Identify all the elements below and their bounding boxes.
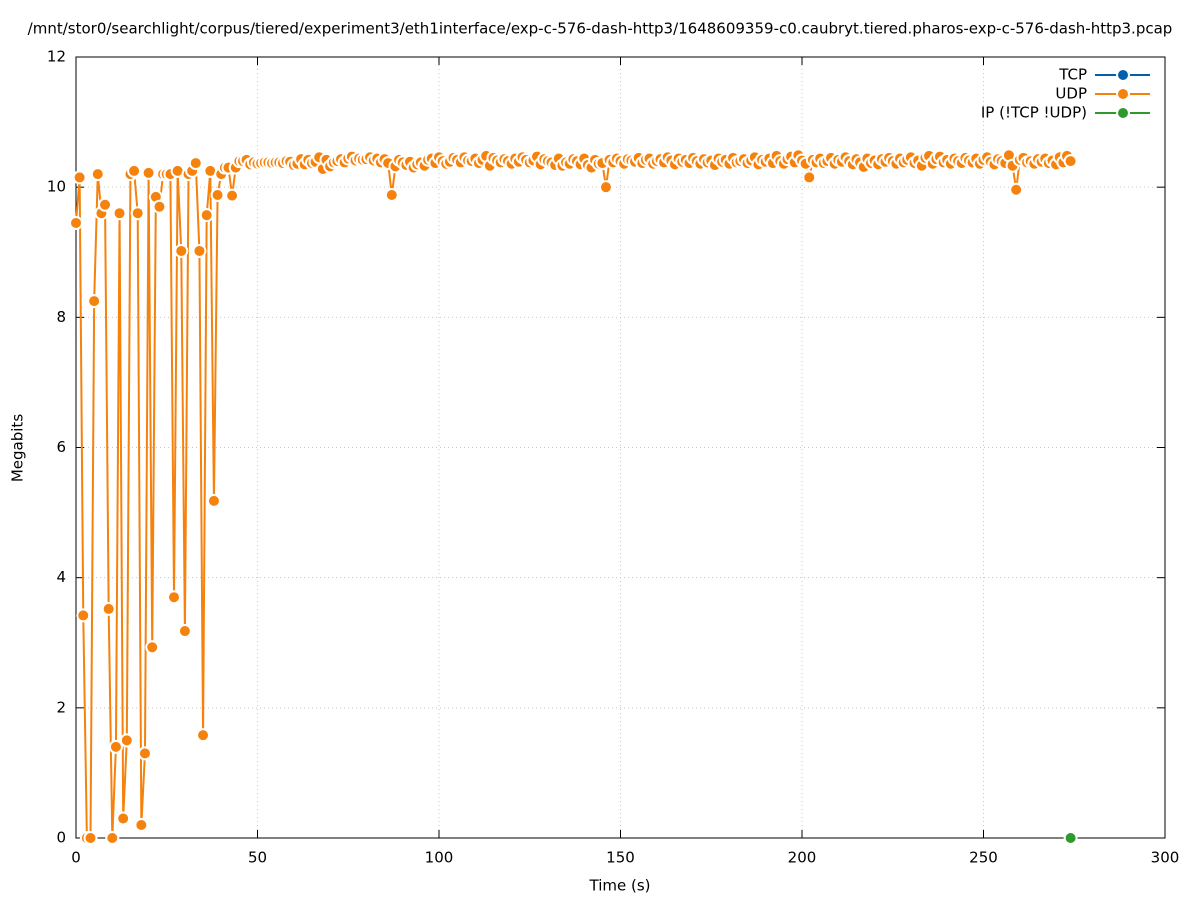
data-point bbox=[101, 601, 116, 616]
data-point bbox=[141, 165, 156, 180]
x-tick-label: 50 bbox=[248, 849, 267, 867]
y-tick-label: 10 bbox=[47, 178, 66, 196]
legend-marker bbox=[1116, 87, 1130, 101]
data-point bbox=[210, 187, 225, 202]
data-point bbox=[72, 170, 87, 185]
x-tick-label: 100 bbox=[425, 849, 454, 867]
data-point bbox=[108, 739, 123, 754]
data-point bbox=[1009, 182, 1024, 197]
data-point bbox=[127, 163, 142, 178]
data-point bbox=[134, 817, 149, 832]
x-tick-label: 200 bbox=[788, 849, 817, 867]
data-point bbox=[206, 493, 221, 508]
data-point bbox=[1063, 154, 1078, 169]
x-tick-label: 300 bbox=[1151, 849, 1180, 867]
y-tick-label: 0 bbox=[56, 829, 66, 847]
data-point bbox=[598, 180, 613, 195]
legend-marker bbox=[1116, 68, 1130, 82]
data-point bbox=[112, 206, 127, 221]
data-point bbox=[87, 294, 102, 309]
data-point bbox=[145, 640, 160, 655]
y-tick-label: 8 bbox=[56, 308, 66, 326]
legend-label: IP (!TCP !UDP) bbox=[981, 104, 1087, 122]
legend-label: TCP bbox=[1058, 66, 1087, 84]
y-axis-label: Megabits bbox=[9, 414, 27, 482]
y-tick-label: 4 bbox=[56, 568, 66, 586]
data-point bbox=[130, 206, 145, 221]
data-point bbox=[199, 208, 214, 223]
data-point bbox=[90, 167, 105, 182]
data-point bbox=[116, 811, 131, 826]
data-point bbox=[137, 746, 152, 761]
y-tick-label: 12 bbox=[47, 48, 66, 66]
x-tick-label: 0 bbox=[71, 849, 81, 867]
x-tick-label: 250 bbox=[969, 849, 998, 867]
data-point bbox=[196, 728, 211, 743]
series-line bbox=[75, 152, 1072, 839]
data-point bbox=[167, 590, 182, 605]
data-point bbox=[177, 624, 192, 639]
data-point bbox=[1063, 831, 1078, 845]
data-point bbox=[225, 188, 240, 203]
data-point bbox=[174, 243, 189, 258]
y-tick-label: 6 bbox=[56, 438, 66, 456]
chart-title: /mnt/stor0/searchlight/corpus/tiered/exp… bbox=[28, 20, 1173, 38]
x-tick-label: 150 bbox=[606, 849, 635, 867]
grid bbox=[76, 57, 1165, 838]
data-point bbox=[802, 170, 817, 185]
data-point bbox=[76, 608, 91, 623]
data-point bbox=[152, 199, 167, 214]
data-point bbox=[384, 187, 399, 202]
data-point bbox=[83, 831, 98, 845]
legend-marker bbox=[1116, 106, 1130, 120]
data-point bbox=[119, 733, 134, 748]
legend-label: UDP bbox=[1055, 85, 1087, 103]
data-point bbox=[192, 243, 207, 258]
data-point bbox=[105, 831, 120, 845]
data-point bbox=[69, 215, 83, 230]
x-axis-label: Time (s) bbox=[589, 877, 651, 895]
data-point bbox=[188, 156, 203, 171]
data-point bbox=[98, 197, 113, 212]
y-tick-label: 2 bbox=[56, 698, 66, 716]
